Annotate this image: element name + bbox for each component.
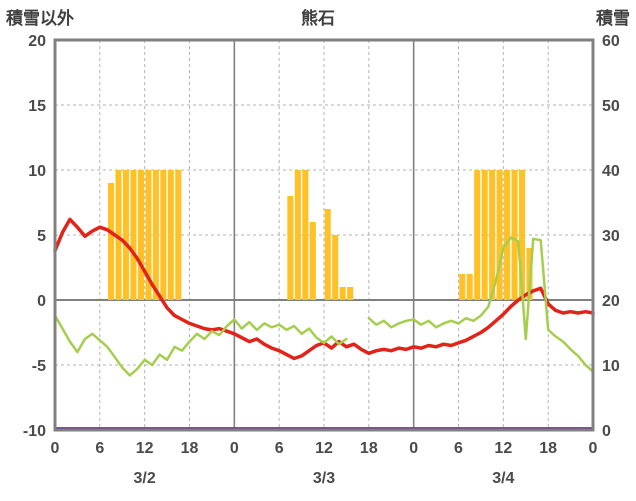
day-label: 3/4	[492, 470, 514, 487]
hour-tick: 6	[454, 440, 463, 457]
day-label: 3/2	[134, 470, 156, 487]
left-axis-tick: 15	[28, 98, 46, 115]
green-line	[53, 236, 595, 377]
hour-tick: 18	[539, 440, 557, 457]
chart-title: 熊石	[301, 9, 335, 28]
hour-tick: 0	[409, 440, 418, 457]
hour-tick: 12	[494, 440, 512, 457]
day-label: 3/3	[313, 470, 335, 487]
right-axis-tick: 10	[602, 358, 620, 375]
left-axis-tick: -5	[32, 358, 46, 375]
hour-tick: 0	[230, 440, 239, 457]
right-axis-tick: 50	[602, 98, 620, 115]
left-axis-title: 積雪以外	[6, 9, 74, 28]
right-axis-tick: 60	[602, 33, 620, 50]
left-axis-tick: 10	[28, 163, 46, 180]
hour-tick: 0	[589, 440, 598, 457]
hour-tick: 18	[181, 440, 199, 457]
right-axis-tick: 40	[602, 163, 620, 180]
left-axis-tick: 5	[37, 228, 46, 245]
orange-bars	[108, 170, 533, 300]
hour-tick: 18	[360, 440, 378, 457]
hour-tick: 12	[315, 440, 333, 457]
left-axis-tick: -10	[23, 423, 46, 440]
hour-tick: 6	[275, 440, 284, 457]
hour-tick: 6	[95, 440, 104, 457]
right-axis-tick: 20	[602, 293, 620, 310]
hour-tick: 12	[136, 440, 154, 457]
hour-tick: 0	[51, 440, 60, 457]
right-axis-tick: 0	[602, 423, 611, 440]
right-axis-tick: 30	[602, 228, 620, 245]
left-axis-tick: 0	[37, 293, 46, 310]
right-axis-title: 積雪	[596, 9, 630, 28]
gridlines	[55, 40, 593, 430]
left-axis-tick: 20	[28, 33, 46, 50]
plot-frame	[53, 38, 595, 432]
